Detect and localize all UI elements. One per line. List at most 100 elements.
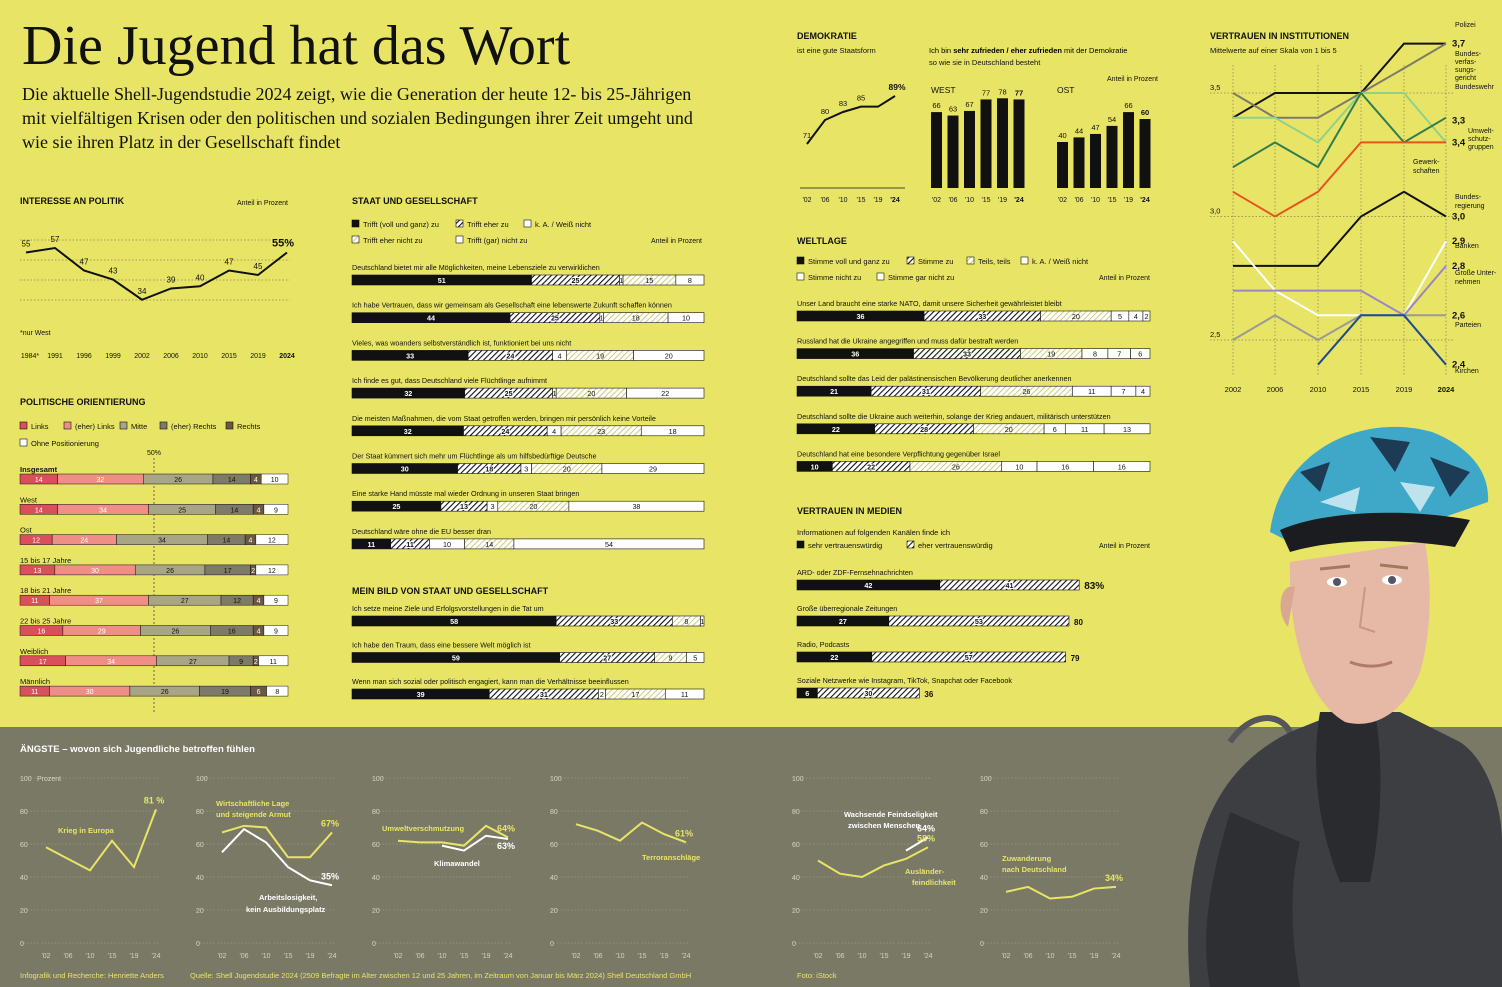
bar-label: 30	[91, 568, 99, 575]
bar-label: 53	[975, 617, 983, 626]
series-label: sungs-	[1455, 67, 1477, 74]
bar-segment	[675, 274, 705, 286]
tick-label: 2006	[1267, 385, 1284, 394]
bar-label: 25	[178, 507, 186, 514]
tick-label: '19	[1124, 197, 1133, 204]
bar-label: 11	[1088, 387, 1095, 396]
bar-label: 34	[99, 507, 107, 514]
unit-label: Anteil in Prozent	[1099, 543, 1150, 550]
row-label: Große überregionale Zeitungen	[797, 604, 897, 613]
bar-label: 4	[257, 598, 261, 605]
tick-label: '10	[615, 953, 624, 960]
series-name: kein Ausbildungsplatz	[246, 905, 326, 914]
bar-label: 22	[867, 462, 875, 471]
y-tick: 100	[980, 776, 992, 783]
bar-label: 12	[268, 568, 276, 575]
end-label: 2,9	[1452, 236, 1465, 247]
row-label: Russland hat die Ukraine angegriffen und…	[797, 337, 1018, 346]
bar	[931, 112, 942, 188]
bar-label: 13	[34, 568, 42, 575]
tick-label: 2006	[163, 353, 179, 360]
tick-label: '10	[1045, 953, 1054, 960]
end-label: 63%	[497, 841, 515, 851]
tick-label: '06	[593, 953, 602, 960]
tick-label: '02	[1058, 197, 1067, 204]
row-label: Deutschland wäre ohne die EU besser dran	[352, 527, 491, 536]
bar-segment	[1142, 310, 1151, 322]
legend-item-swatch	[119, 421, 128, 430]
y-tick: 20	[20, 908, 28, 915]
bar-label: 9	[274, 507, 278, 514]
bar-label: 5	[1118, 312, 1122, 321]
row-label: Unser Land braucht eine starke NATO, dam…	[797, 299, 1062, 308]
section-title: INTERESSE AN POLITIK	[20, 196, 125, 206]
bar-label: 13	[1123, 425, 1131, 434]
series-label: Parteien	[1455, 322, 1481, 329]
legend-item-swatch	[796, 256, 805, 265]
tick-label: '06	[63, 953, 72, 960]
bar-label: 14	[35, 477, 43, 484]
bar-segment	[700, 615, 705, 627]
bar-segment	[888, 615, 1070, 627]
y-tick: 3,0	[1210, 207, 1220, 216]
bar-label: 26	[952, 462, 960, 471]
bar-label: 17	[631, 690, 639, 699]
bar-label: 66	[932, 101, 940, 110]
bar-segment	[686, 652, 705, 663]
y-tick: 80	[792, 809, 800, 816]
bar-label: 20	[665, 351, 673, 360]
tick-label: 2024	[279, 353, 295, 360]
legend-item-swatch	[159, 421, 168, 430]
bar-segment	[601, 463, 705, 474]
y-tick: 100	[792, 776, 804, 783]
data-label: 85	[857, 94, 865, 103]
series-name: Ausländer-	[905, 867, 945, 876]
series-label: Bundes-	[1455, 51, 1482, 58]
bar-label: 44	[427, 314, 435, 323]
series-name: zwischen Menschen	[848, 821, 921, 830]
bar-label: 6	[805, 689, 809, 698]
bar-label: 14	[485, 540, 493, 549]
tick-label: '06	[1074, 197, 1083, 204]
tick-label: '15	[879, 953, 888, 960]
bar-label: 4	[558, 351, 562, 360]
bar-label: 12	[268, 538, 276, 545]
end-label: 64%	[497, 823, 515, 833]
subtitle-part: Ich bin	[929, 46, 953, 55]
bar-label: 27	[189, 659, 197, 666]
subtitle: Informationen auf folgenden Kanälen find…	[797, 528, 950, 537]
bar-label: 26	[166, 568, 174, 575]
bar-label: 24	[80, 538, 88, 545]
bar-segment	[626, 387, 705, 399]
bar-label: 10	[682, 314, 690, 323]
bar-segment	[640, 425, 705, 437]
bar-label: 27	[181, 598, 189, 605]
bar	[997, 98, 1008, 188]
tick-label: 2015	[221, 353, 237, 360]
bar-label: 14	[222, 538, 230, 545]
bar-segment	[1103, 423, 1151, 435]
tick-label: 2019	[1396, 385, 1413, 394]
bar-label: 39	[417, 690, 425, 699]
bar-label: 12	[233, 598, 241, 605]
bar-label: 10	[1015, 462, 1023, 471]
bar-segment	[263, 504, 289, 515]
y-tick: 60	[372, 842, 380, 849]
y-tick: 100	[550, 776, 562, 783]
total-label: 36	[924, 690, 933, 699]
subtitle-line2: so wie sie in Deutschland besteht	[929, 58, 1041, 67]
legend-item-swatch	[455, 219, 464, 228]
tick-label: '10	[1091, 197, 1100, 204]
unit-label: Anteil in Prozent	[651, 238, 702, 245]
subtitle: Ich bin sehr zufrieden / eher zufrieden …	[929, 46, 1127, 55]
legend-item: Trifft (voll und ganz) zu	[363, 220, 439, 229]
tick-label: 2002	[134, 353, 150, 360]
bar-label: 44	[1075, 126, 1083, 135]
bar-label: 16	[228, 629, 236, 636]
series-line	[1233, 190, 1447, 267]
bar-label: 30	[401, 465, 409, 474]
tick-label: '15	[1107, 197, 1116, 204]
bar-label: 4	[257, 629, 261, 636]
bar-label: 25	[551, 314, 559, 323]
subtitle: Mittelwerte auf einer Skala von 1 bis 5	[1210, 46, 1337, 55]
